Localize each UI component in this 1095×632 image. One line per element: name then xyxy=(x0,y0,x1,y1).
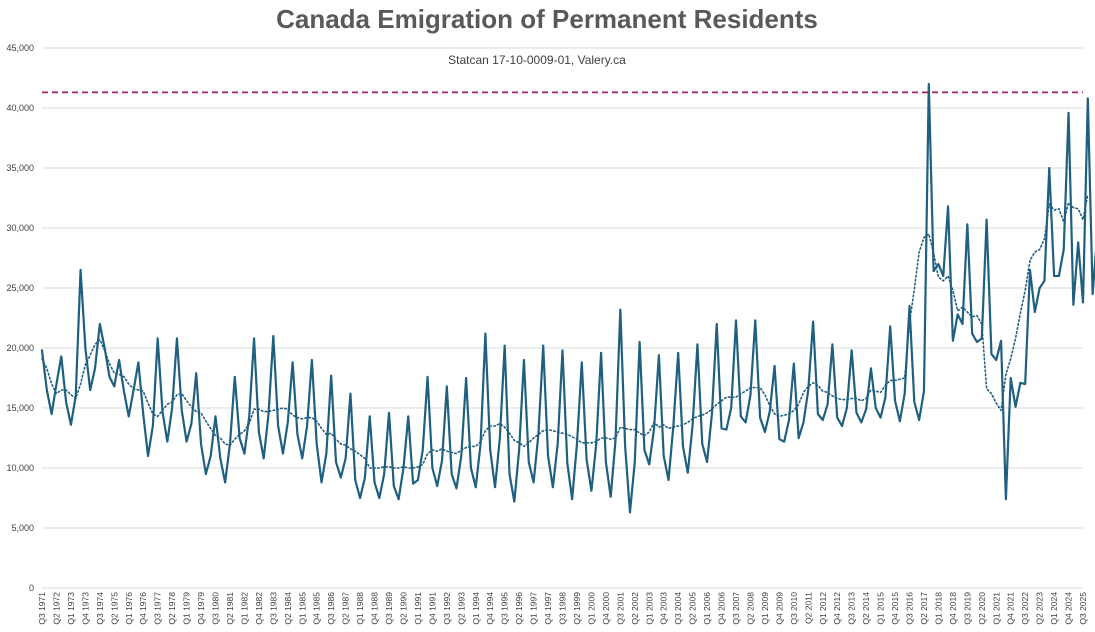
x-tick-label: Q1 2003 xyxy=(644,592,654,625)
x-tick-label: Q2 1972 xyxy=(51,592,61,625)
x-tick-label: Q1 2018 xyxy=(933,592,943,625)
x-tick-label: Q2 2017 xyxy=(919,592,929,625)
x-tick-label: Q3 2004 xyxy=(673,592,683,625)
x-tick-label: Q1 2021 xyxy=(991,592,1001,625)
x-tick-label: Q4 2018 xyxy=(948,592,958,625)
y-tick-label: 40,000 xyxy=(6,103,34,113)
x-tick-label: Q2 2011 xyxy=(803,592,813,624)
x-tick-label: Q2 2005 xyxy=(688,592,698,625)
x-tick-label: Q3 2013 xyxy=(847,592,857,625)
x-tick-label: Q4 1997 xyxy=(543,592,553,625)
x-tick-label: Q4 2024 xyxy=(1064,592,1074,625)
x-tick-label: Q1 2012 xyxy=(818,592,828,625)
x-tick-label: Q4 2021 xyxy=(1006,592,1016,625)
x-tick-label: Q2 2020 xyxy=(977,592,987,625)
x-tick-label: Q3 1998 xyxy=(558,592,568,625)
y-tick-label: 20,000 xyxy=(6,343,34,353)
x-tick-label: Q4 2009 xyxy=(774,592,784,625)
x-tick-label: Q3 1974 xyxy=(95,592,105,625)
x-tick-label: Q4 2015 xyxy=(890,592,900,625)
x-tick-label: Q1 1988 xyxy=(355,592,365,625)
x-tick-label: Q2 2023 xyxy=(1035,592,1045,625)
x-tick-label: Q2 1996 xyxy=(514,592,524,625)
x-tick-label: Q3 2022 xyxy=(1020,592,1030,625)
chart-title: Canada Emigration of Permanent Residents xyxy=(276,4,818,34)
x-tick-label: Q2 1990 xyxy=(398,592,408,625)
x-tick-label: Q3 2010 xyxy=(789,592,799,625)
series-line-emigration xyxy=(40,82,1095,514)
x-tick-label: Q1 1982 xyxy=(239,592,249,625)
x-tick-label: Q4 1973 xyxy=(80,592,90,625)
x-tick-label: Q1 1997 xyxy=(529,592,539,625)
y-tick-label: 45,000 xyxy=(6,43,34,53)
x-tick-label: Q4 1979 xyxy=(196,592,206,625)
x-tick-label: Q3 2001 xyxy=(615,592,625,625)
x-tick-label: Q2 1999 xyxy=(572,592,582,625)
x-tick-label: Q2 2014 xyxy=(861,592,871,625)
x-tick-label: Q1 2024 xyxy=(1049,592,1059,625)
x-tick-label: Q3 2007 xyxy=(731,592,741,625)
x-tick-label: Q4 2000 xyxy=(601,592,611,625)
x-tick-label: Q3 2025 xyxy=(1078,592,1088,625)
y-axis: 0 5,000 10,000 15,000 20,000 25,000 30,000 35,0… xyxy=(6,43,34,593)
x-tick-label: Q3 1977 xyxy=(153,592,163,625)
x-tick-label: Q4 1994 xyxy=(485,592,495,625)
x-tick-label: Q4 1985 xyxy=(312,592,322,625)
x-axis: Q3 1971 Q2 1972 Q1 1973 Q4 1973 Q3 1974 Q2 19… xyxy=(37,592,1088,625)
x-tick-label: Q3 1971 xyxy=(37,592,47,625)
x-tick-label: Q4 2006 xyxy=(717,592,727,625)
x-tick-label: Q1 2015 xyxy=(876,592,886,625)
y-tick-label: 5,000 xyxy=(11,523,34,533)
x-tick-label: Q2 1993 xyxy=(456,592,466,625)
x-tick-label: Q4 1982 xyxy=(254,592,264,625)
x-tick-label: Q1 1994 xyxy=(471,592,481,625)
y-tick-label: 25,000 xyxy=(6,283,34,293)
x-tick-label: Q2 1975 xyxy=(109,592,119,625)
x-tick-label: Q1 2000 xyxy=(586,592,596,625)
x-tick-label: Q4 1991 xyxy=(427,592,437,625)
x-tick-label: Q1 1991 xyxy=(413,592,423,625)
x-tick-label: Q3 1992 xyxy=(442,592,452,625)
x-tick-label: Q1 1985 xyxy=(297,592,307,625)
x-tick-label: Q3 1989 xyxy=(384,592,394,625)
x-tick-label: Q4 1976 xyxy=(138,592,148,625)
y-tick-label: 10,000 xyxy=(6,463,34,473)
x-tick-label: Q3 2016 xyxy=(905,592,915,625)
x-tick-label: Q4 1988 xyxy=(370,592,380,625)
x-tick-label: Q3 1983 xyxy=(268,592,278,625)
chart-subtitle: Statcan 17-10-0009-01, Valery.ca xyxy=(448,53,626,67)
series-layer xyxy=(40,82,1095,514)
y-tick-label: 15,000 xyxy=(6,403,34,413)
x-tick-label: Q1 1979 xyxy=(182,592,192,625)
x-tick-label: Q1 1976 xyxy=(124,592,134,625)
y-tick-label: 0 xyxy=(29,583,34,593)
gridlines xyxy=(42,47,1083,589)
x-tick-label: Q1 2006 xyxy=(702,592,712,625)
x-tick-label: Q2 2008 xyxy=(745,592,755,625)
x-tick-label: Q1 1973 xyxy=(66,592,76,625)
x-tick-label: Q3 1980 xyxy=(211,592,221,625)
x-tick-label: Q2 2002 xyxy=(630,592,640,625)
x-tick-label: Q2 1984 xyxy=(283,592,293,625)
y-tick-label: 30,000 xyxy=(6,223,34,233)
x-tick-label: Q2 1981 xyxy=(225,592,235,625)
x-tick-label: Q1 2009 xyxy=(760,592,770,625)
x-tick-label: Q4 2003 xyxy=(659,592,669,625)
x-tick-label: Q3 1995 xyxy=(500,592,510,625)
y-tick-label: 35,000 xyxy=(6,163,34,173)
x-tick-label: Q4 2012 xyxy=(832,592,842,625)
series-line-moving-average xyxy=(41,193,1089,469)
x-tick-label: Q3 2019 xyxy=(962,592,972,625)
x-tick-label: Q2 1987 xyxy=(341,592,351,625)
x-tick-label: Q3 1986 xyxy=(326,592,336,625)
x-tick-label: Q2 1978 xyxy=(167,592,177,625)
